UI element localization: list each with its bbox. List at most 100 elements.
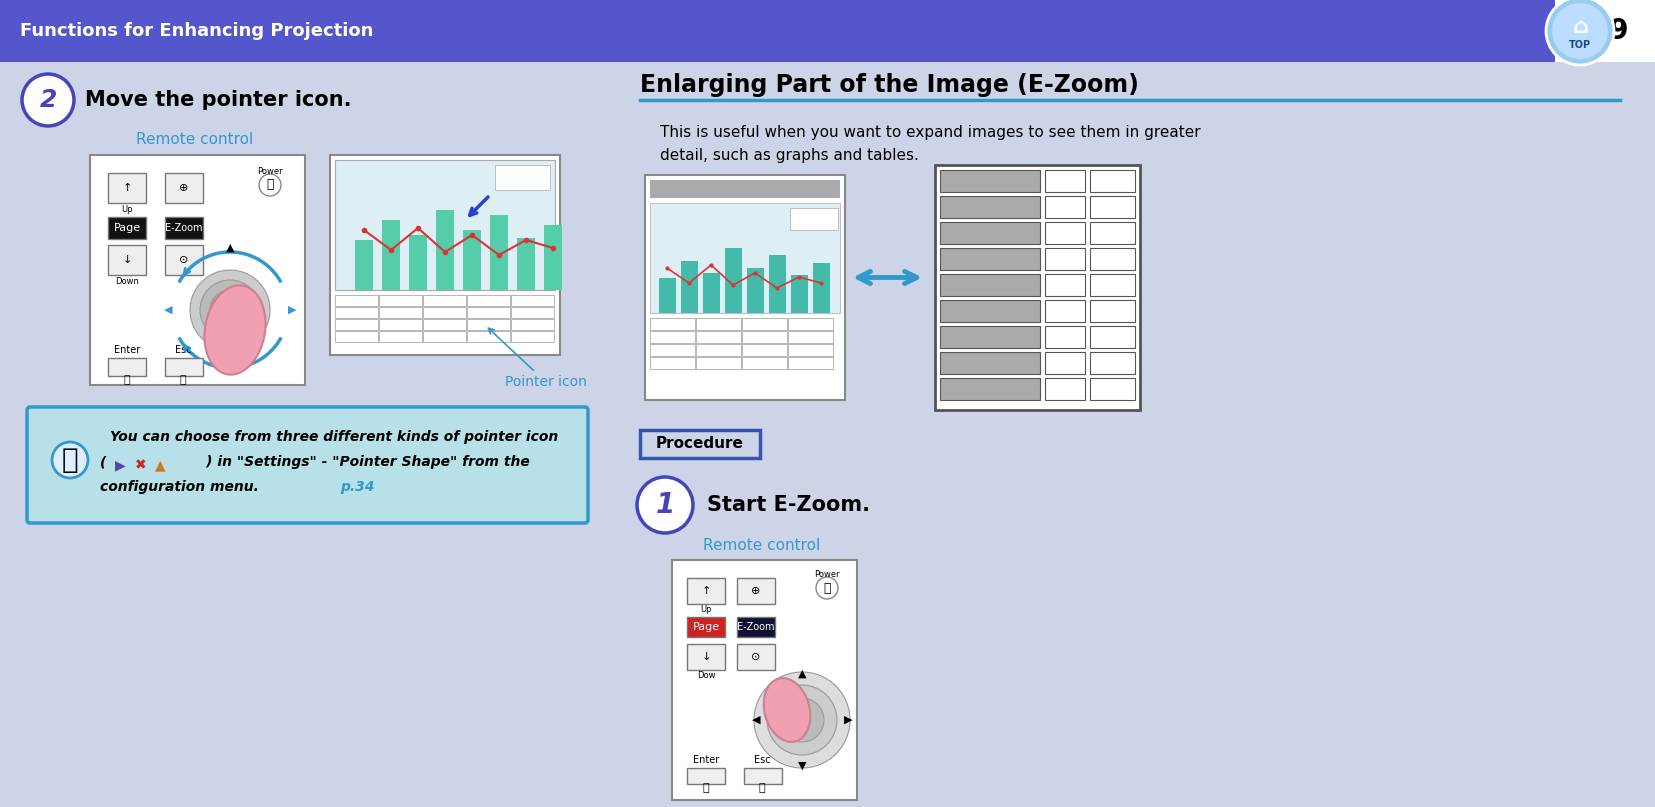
Bar xyxy=(1089,248,1134,270)
Text: Up: Up xyxy=(700,605,712,614)
Text: 2: 2 xyxy=(40,88,56,112)
Bar xyxy=(1044,170,1084,192)
Bar xyxy=(0,0,1655,62)
Text: Start E-Zoom.: Start E-Zoom. xyxy=(707,495,869,515)
Bar xyxy=(1089,274,1134,296)
Bar xyxy=(736,644,775,670)
Bar xyxy=(940,196,1039,218)
Bar xyxy=(1044,300,1084,322)
Bar xyxy=(1089,222,1134,244)
Text: Pointer icon: Pointer icon xyxy=(488,328,586,389)
Circle shape xyxy=(258,174,281,196)
Text: Functions for Enhancing Projection: Functions for Enhancing Projection xyxy=(20,22,372,40)
Bar xyxy=(935,165,1139,410)
Text: This is useful when you want to expand images to see them in greater: This is useful when you want to expand i… xyxy=(660,125,1200,140)
Text: ⊙: ⊙ xyxy=(179,255,189,265)
Circle shape xyxy=(1546,0,1614,65)
Text: ↑: ↑ xyxy=(122,183,132,193)
Bar xyxy=(1089,352,1134,374)
Bar xyxy=(644,175,844,400)
Bar xyxy=(422,307,465,318)
Bar xyxy=(741,357,786,369)
Text: You can choose from three different kinds of pointer icon: You can choose from three different kind… xyxy=(109,430,558,444)
Bar xyxy=(813,263,829,313)
Bar xyxy=(940,170,1039,192)
Bar xyxy=(1044,378,1084,400)
Bar xyxy=(329,155,559,355)
Bar xyxy=(940,222,1039,244)
Bar xyxy=(467,307,510,318)
Text: ↓: ↓ xyxy=(700,652,710,662)
Bar xyxy=(940,274,1039,296)
Text: Esc: Esc xyxy=(174,345,192,355)
Text: E-Zoom: E-Zoom xyxy=(166,223,202,233)
Bar xyxy=(1044,274,1084,296)
Bar xyxy=(379,295,422,306)
Bar xyxy=(788,344,832,356)
Bar xyxy=(650,318,695,330)
Text: Page: Page xyxy=(692,622,720,632)
Bar xyxy=(166,217,204,239)
Circle shape xyxy=(816,577,837,599)
Text: Page: Page xyxy=(114,223,141,233)
Text: Down: Down xyxy=(114,278,139,286)
Bar xyxy=(1089,378,1134,400)
Bar xyxy=(1554,0,1655,62)
Bar xyxy=(659,278,675,313)
Text: 1: 1 xyxy=(655,491,674,519)
Ellipse shape xyxy=(763,678,809,742)
Bar xyxy=(511,331,554,342)
Ellipse shape xyxy=(204,286,265,374)
Bar xyxy=(511,307,554,318)
Text: Move the pointer icon.: Move the pointer icon. xyxy=(84,90,351,110)
Text: 🔒: 🔒 xyxy=(180,375,187,385)
Bar xyxy=(736,617,775,637)
Bar xyxy=(334,160,554,290)
Bar xyxy=(940,378,1039,400)
Text: 🔒: 🔒 xyxy=(124,375,131,385)
Bar xyxy=(334,295,377,306)
Bar xyxy=(789,208,837,230)
Bar xyxy=(940,248,1039,270)
Text: Up: Up xyxy=(121,206,132,215)
Text: TOP: TOP xyxy=(1567,40,1590,50)
Bar xyxy=(687,768,725,784)
Bar xyxy=(490,215,508,290)
Bar xyxy=(89,155,305,385)
Text: ↓: ↓ xyxy=(122,255,132,265)
Text: ⌂: ⌂ xyxy=(1571,17,1587,37)
Bar xyxy=(741,331,786,343)
Text: ⏻: ⏻ xyxy=(823,582,831,595)
Text: ▶: ▶ xyxy=(114,458,126,472)
Bar xyxy=(1044,326,1084,348)
Circle shape xyxy=(637,477,692,533)
Bar xyxy=(703,273,720,313)
Bar xyxy=(516,238,535,290)
Bar xyxy=(334,331,377,342)
Bar xyxy=(166,245,204,275)
Bar xyxy=(650,180,839,198)
Circle shape xyxy=(190,270,270,350)
Text: Remote control: Remote control xyxy=(136,132,253,148)
Bar xyxy=(544,225,561,290)
Text: ▲: ▲ xyxy=(225,243,233,253)
Bar xyxy=(940,300,1039,322)
Bar xyxy=(108,358,146,376)
Bar xyxy=(672,560,857,800)
Bar xyxy=(768,255,786,313)
Text: 🔒: 🔒 xyxy=(758,783,765,793)
Text: Enlarging Part of the Image (E-Zoom): Enlarging Part of the Image (E-Zoom) xyxy=(639,73,1139,97)
Bar xyxy=(788,318,832,330)
Bar xyxy=(467,319,510,330)
Bar xyxy=(511,295,554,306)
Bar xyxy=(940,352,1039,374)
Text: ◀: ◀ xyxy=(751,715,760,725)
Text: ▲: ▲ xyxy=(798,669,806,679)
Bar xyxy=(108,173,146,203)
Bar xyxy=(1044,196,1084,218)
Bar xyxy=(680,261,697,313)
FancyBboxPatch shape xyxy=(26,407,588,523)
Bar xyxy=(166,358,204,376)
Text: ▲: ▲ xyxy=(156,458,166,472)
Bar xyxy=(511,319,554,330)
